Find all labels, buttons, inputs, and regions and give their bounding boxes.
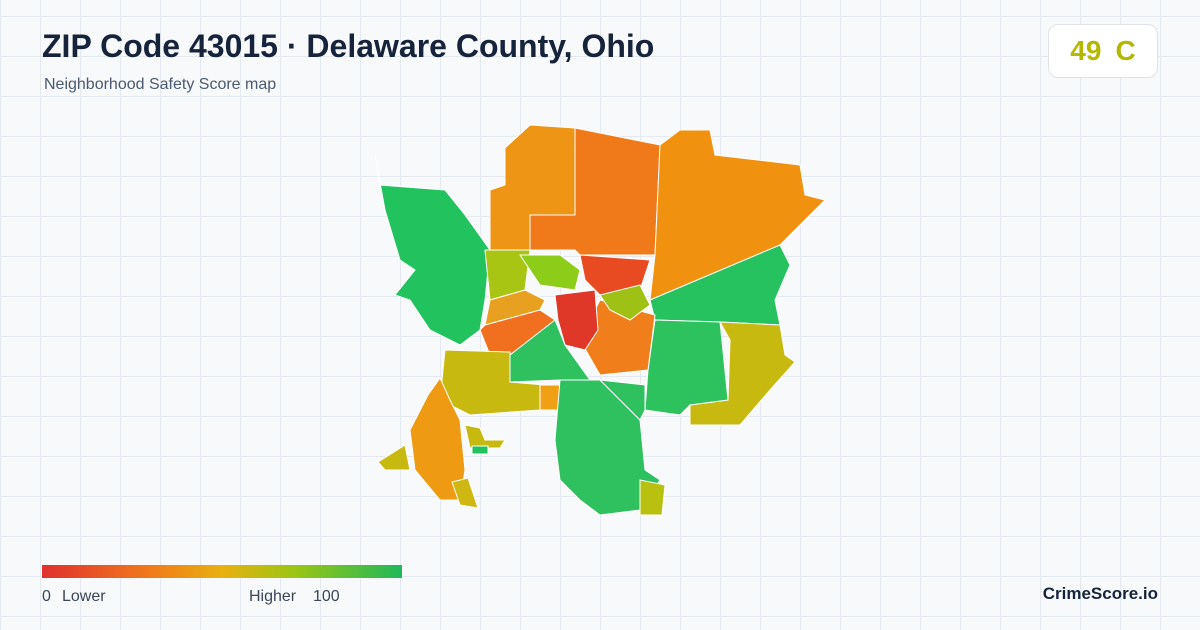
- legend-gradient: [42, 565, 402, 578]
- score-badge: 49 C: [1048, 24, 1158, 78]
- legend-min-label: Lower: [62, 588, 106, 605]
- region: [519, 254, 581, 291]
- region: [689, 321, 796, 426]
- region: [649, 129, 826, 301]
- subtitle: Neighborhood Safety Score map: [44, 76, 277, 93]
- region: [639, 479, 666, 516]
- region: [539, 384, 561, 411]
- score-grade: C: [1115, 35, 1136, 66]
- region: [644, 319, 729, 416]
- brand: CrimeScore.io: [1042, 584, 1158, 603]
- region: [464, 424, 506, 449]
- region: [409, 376, 466, 501]
- region: [451, 477, 479, 509]
- region: [599, 284, 651, 321]
- region: [484, 289, 546, 326]
- region: [374, 154, 491, 346]
- region: [554, 289, 599, 351]
- region: [598, 379, 646, 421]
- legend-max: 100: [313, 588, 340, 605]
- legend-min: 0: [42, 588, 51, 605]
- legend-max-label: Higher: [249, 588, 297, 605]
- score-value: 49: [1070, 35, 1102, 66]
- region: [377, 444, 411, 471]
- region: [471, 445, 489, 455]
- title: ZIP Code 43015 · Delaware County, Ohio: [42, 28, 655, 64]
